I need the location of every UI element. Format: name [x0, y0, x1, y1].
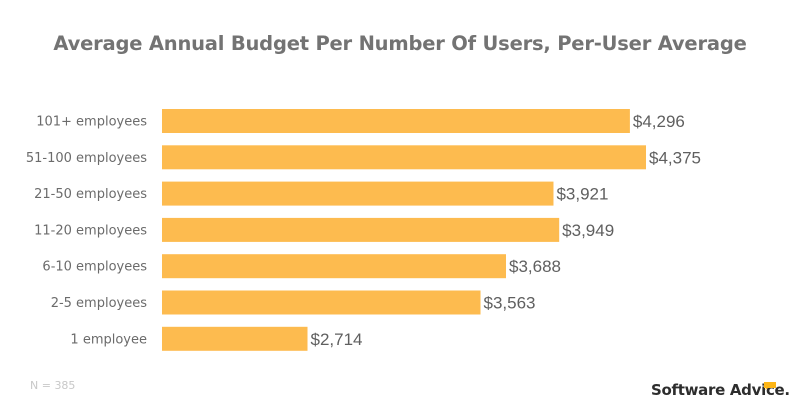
bar-0: [162, 109, 630, 133]
bar-3: [162, 217, 560, 242]
category-label: 1 employee: [70, 332, 147, 347]
value-label: $3,563: [484, 294, 536, 313]
category-label: 101+ employees: [36, 115, 147, 130]
chart-title: Average Annual Budget Per Number Of User…: [53, 32, 747, 55]
value-label: $4,296: [633, 112, 685, 131]
value-label: $3,688: [509, 257, 561, 276]
value-label: $3,949: [562, 221, 614, 240]
brand-dot: .: [784, 381, 790, 399]
category-label: 2-5 employees: [51, 296, 148, 311]
value-label: $2,714: [311, 330, 363, 349]
bar-6: [162, 326, 308, 351]
brand-name: Software Advice: [651, 381, 785, 399]
sample-size-note: N = 385: [30, 379, 76, 392]
category-label: 51-100 employees: [26, 151, 147, 166]
category-label: 6-10 employees: [42, 260, 147, 275]
software-advice-logo: Software Advice.: [651, 381, 790, 399]
category-label: 21-50 employees: [34, 187, 147, 202]
value-label: $3,921: [556, 185, 608, 204]
category-label: 11-20 employees: [34, 223, 147, 238]
value-label: $4,375: [649, 148, 701, 167]
bar-2: [162, 181, 554, 206]
bar-1: [162, 145, 646, 170]
bar-4: [162, 254, 506, 279]
speech-bubble-icon: [764, 382, 776, 390]
bar-5: [162, 290, 481, 315]
